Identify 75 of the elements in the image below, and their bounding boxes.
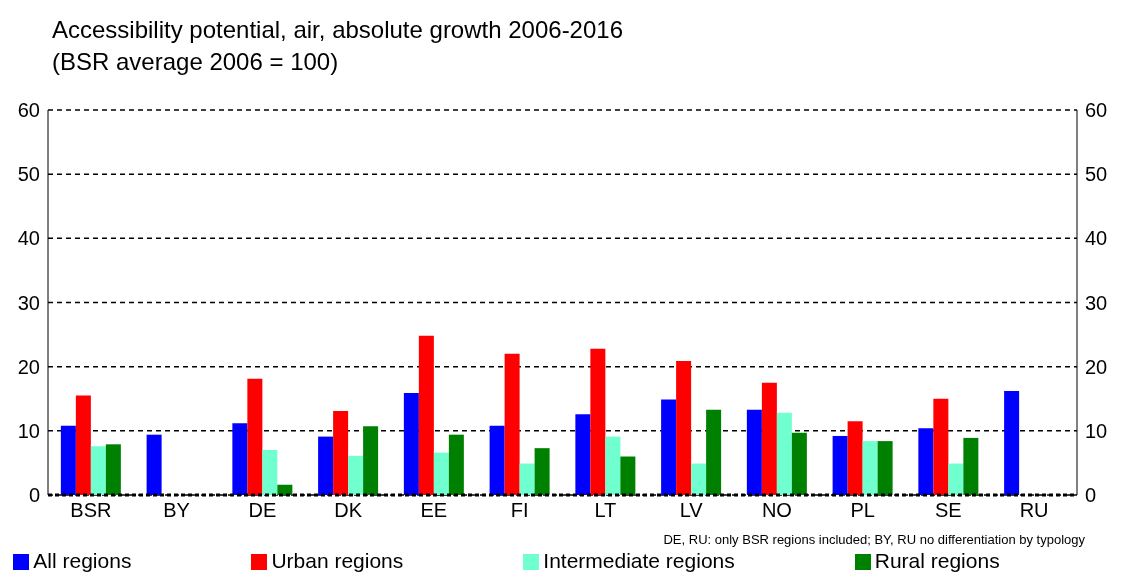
bar — [661, 399, 677, 495]
y-tick-label: 0 — [28, 484, 40, 507]
x-tick-label: FI — [510, 499, 529, 522]
bar — [504, 353, 520, 495]
bar — [418, 335, 434, 495]
x-tick-label: LT — [594, 499, 617, 522]
bar — [247, 378, 263, 495]
bar — [363, 426, 379, 495]
chart-subtitle: (BSR average 2006 = 100) — [52, 47, 340, 77]
text: DE, RU: only BSR regions included; BY, RU no differentiation by typology — [663, 532, 1085, 547]
bar — [534, 448, 550, 495]
chart-title: Accessibility potential, air, absolute growth 2006-2016 — [52, 15, 624, 45]
bar — [403, 392, 419, 495]
y-tick-label: 40 — [17, 227, 40, 250]
bar — [575, 414, 591, 495]
bar — [105, 444, 121, 495]
x-tick-label: DK — [334, 499, 363, 522]
bar — [60, 425, 76, 495]
bar — [318, 436, 334, 495]
bar — [277, 484, 293, 495]
bar — [605, 436, 621, 495]
bar — [691, 463, 707, 495]
legend-label: Urban regions — [271, 549, 404, 572]
bar — [448, 434, 464, 495]
bar — [933, 398, 949, 495]
x-tick-label: DE — [248, 499, 277, 522]
y2-tick-label: 10 — [1085, 419, 1108, 442]
bar — [1004, 391, 1020, 495]
y-tick-label: 20 — [17, 355, 40, 378]
y2-tick-label: 20 — [1085, 355, 1108, 378]
bar — [918, 428, 934, 495]
x-tick-label: NO — [761, 499, 792, 522]
y2-tick-label: 60 — [1085, 99, 1108, 122]
bar — [746, 409, 762, 495]
bar — [262, 450, 278, 495]
bar — [776, 412, 792, 495]
bar — [90, 446, 106, 495]
bar — [877, 441, 893, 495]
bar — [676, 360, 692, 495]
bar — [146, 434, 162, 495]
y-tick-label: 50 — [17, 163, 40, 186]
x-tick-label: LV — [679, 499, 704, 522]
bar — [232, 423, 248, 495]
bar — [832, 435, 848, 495]
bar — [590, 348, 606, 495]
bar — [847, 421, 863, 495]
bar — [75, 395, 91, 495]
legend-label: All regions — [33, 549, 132, 572]
bar — [433, 452, 449, 495]
bar — [706, 409, 722, 495]
x-tick-label: SE — [935, 499, 962, 522]
bar — [862, 441, 878, 495]
bar — [348, 455, 364, 495]
bar — [333, 410, 349, 495]
bar — [963, 437, 979, 495]
y2-tick-label: 0 — [1085, 484, 1097, 507]
y-tick-label: 60 — [17, 99, 40, 122]
y2-tick-label: 40 — [1085, 227, 1108, 250]
legend-label: Rural regions — [874, 549, 1000, 572]
bar — [489, 425, 505, 495]
bar — [761, 382, 777, 495]
x-tick-label: PL — [850, 499, 875, 522]
y-tick-label: 30 — [17, 291, 40, 314]
x-tick-label: RU — [1019, 499, 1049, 522]
x-tick-label: EE — [420, 499, 448, 522]
legend-label: Intermediate regions — [543, 549, 735, 572]
y-tick-label: 10 — [17, 419, 40, 442]
bar — [519, 463, 535, 495]
x-tick-label: BY — [163, 499, 190, 522]
x-tick-label: BSR — [70, 499, 112, 522]
bar — [948, 463, 964, 495]
y2-tick-label: 50 — [1085, 163, 1108, 186]
y2-tick-label: 30 — [1085, 291, 1108, 314]
bar — [791, 432, 807, 495]
bar — [620, 456, 636, 495]
